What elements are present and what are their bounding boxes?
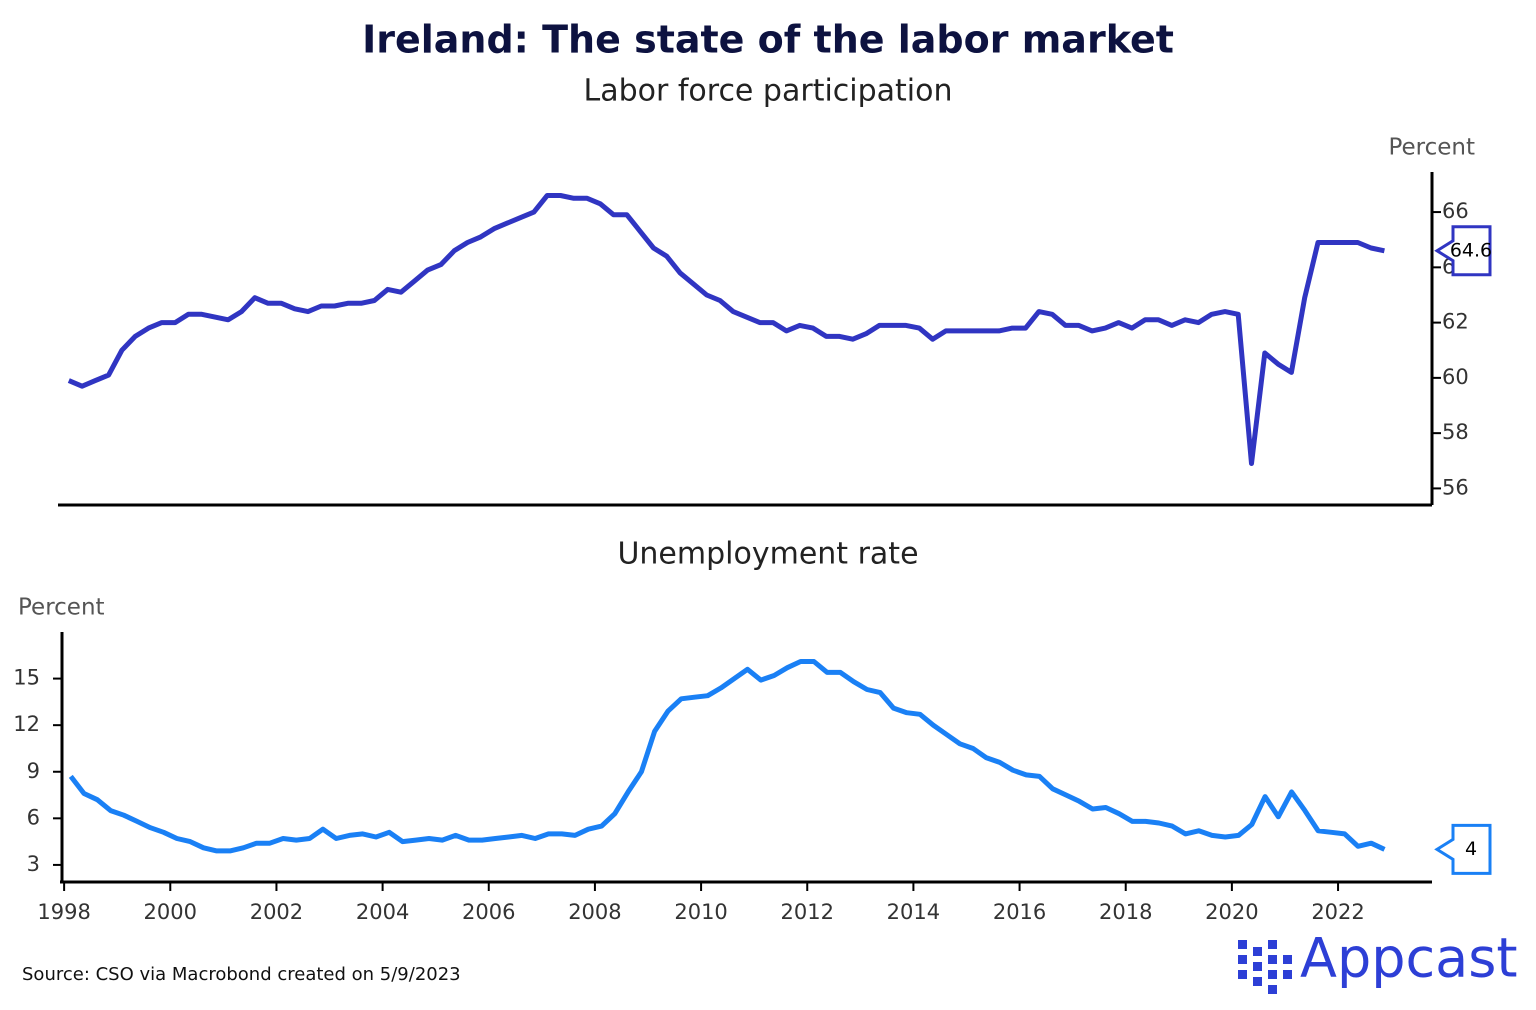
- y-tick-label: 6: [27, 805, 40, 829]
- x-tick-label: 2010: [674, 900, 727, 924]
- chart-title: Labor force participation: [583, 74, 952, 109]
- x-tick-label: 2008: [568, 900, 621, 924]
- y-tick-label: 9: [27, 759, 40, 783]
- last-value-callout: [1434, 225, 1492, 277]
- y-tick-label: 15: [13, 666, 40, 690]
- logo-icon: [1238, 940, 1292, 994]
- source-note: Source: CSO via Macrobond created on 5/9…: [22, 964, 461, 985]
- page-title: Ireland: The state of the labor market: [362, 18, 1174, 62]
- y-tick-label: 3: [27, 852, 40, 876]
- data-line: [67, 193, 1385, 466]
- y-tick-label: 66: [1442, 199, 1469, 223]
- y-tick-label: 12: [13, 712, 40, 736]
- y-tick-label: 56: [1442, 475, 1469, 499]
- last-value-label: 4: [1465, 838, 1477, 860]
- x-tick-label: 2020: [1205, 900, 1258, 924]
- data-line: [68, 659, 1386, 854]
- x-tick-label: 2016: [993, 900, 1046, 924]
- x-tick-label: 2014: [887, 900, 940, 924]
- y-tick-label: 58: [1442, 420, 1469, 444]
- last-value-callout: [1434, 823, 1492, 875]
- y-axis-label: Percent: [1388, 135, 1475, 161]
- chart-title: Unemployment rate: [617, 537, 918, 572]
- last-value-label: 64.6: [1450, 239, 1492, 261]
- x-tick-label: 1998: [37, 900, 90, 924]
- y-tick-label: 60: [1442, 365, 1469, 389]
- x-tick-label: 2022: [1311, 900, 1364, 924]
- y-tick-label: 62: [1442, 310, 1469, 334]
- x-tick-label: 2000: [144, 900, 197, 924]
- y-axis-label: Percent: [18, 595, 105, 621]
- logo: Appcast: [1300, 927, 1518, 990]
- x-tick-label: 2018: [1099, 900, 1152, 924]
- x-tick-label: 2002: [250, 900, 303, 924]
- x-tick-label: 2012: [781, 900, 834, 924]
- x-tick-label: 2006: [462, 900, 515, 924]
- x-tick-label: 2004: [356, 900, 409, 924]
